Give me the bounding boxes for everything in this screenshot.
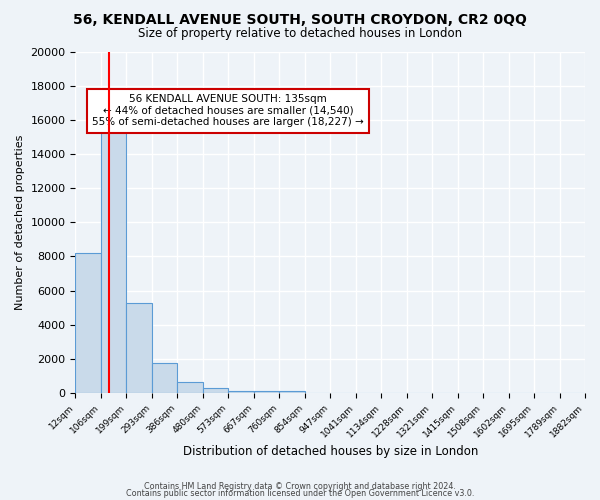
X-axis label: Distribution of detached houses by size in London: Distribution of detached houses by size … (182, 444, 478, 458)
Text: Contains public sector information licensed under the Open Government Licence v3: Contains public sector information licen… (126, 489, 474, 498)
Text: Size of property relative to detached houses in London: Size of property relative to detached ho… (138, 28, 462, 40)
Text: 56 KENDALL AVENUE SOUTH: 135sqm
← 44% of detached houses are smaller (14,540)
55: 56 KENDALL AVENUE SOUTH: 135sqm ← 44% of… (92, 94, 364, 128)
Bar (101, 110, 127, 393)
Bar (279, 391, 305, 393)
Bar (178, 382, 203, 393)
Bar (127, 302, 152, 393)
Bar (152, 363, 178, 393)
Bar (228, 391, 254, 393)
Bar (254, 390, 279, 393)
Bar (203, 388, 228, 393)
Text: 56, KENDALL AVENUE SOUTH, SOUTH CROYDON, CR2 0QQ: 56, KENDALL AVENUE SOUTH, SOUTH CROYDON,… (73, 12, 527, 26)
Bar (76, 253, 101, 393)
Text: Contains HM Land Registry data © Crown copyright and database right 2024.: Contains HM Land Registry data © Crown c… (144, 482, 456, 491)
Y-axis label: Number of detached properties: Number of detached properties (15, 134, 25, 310)
